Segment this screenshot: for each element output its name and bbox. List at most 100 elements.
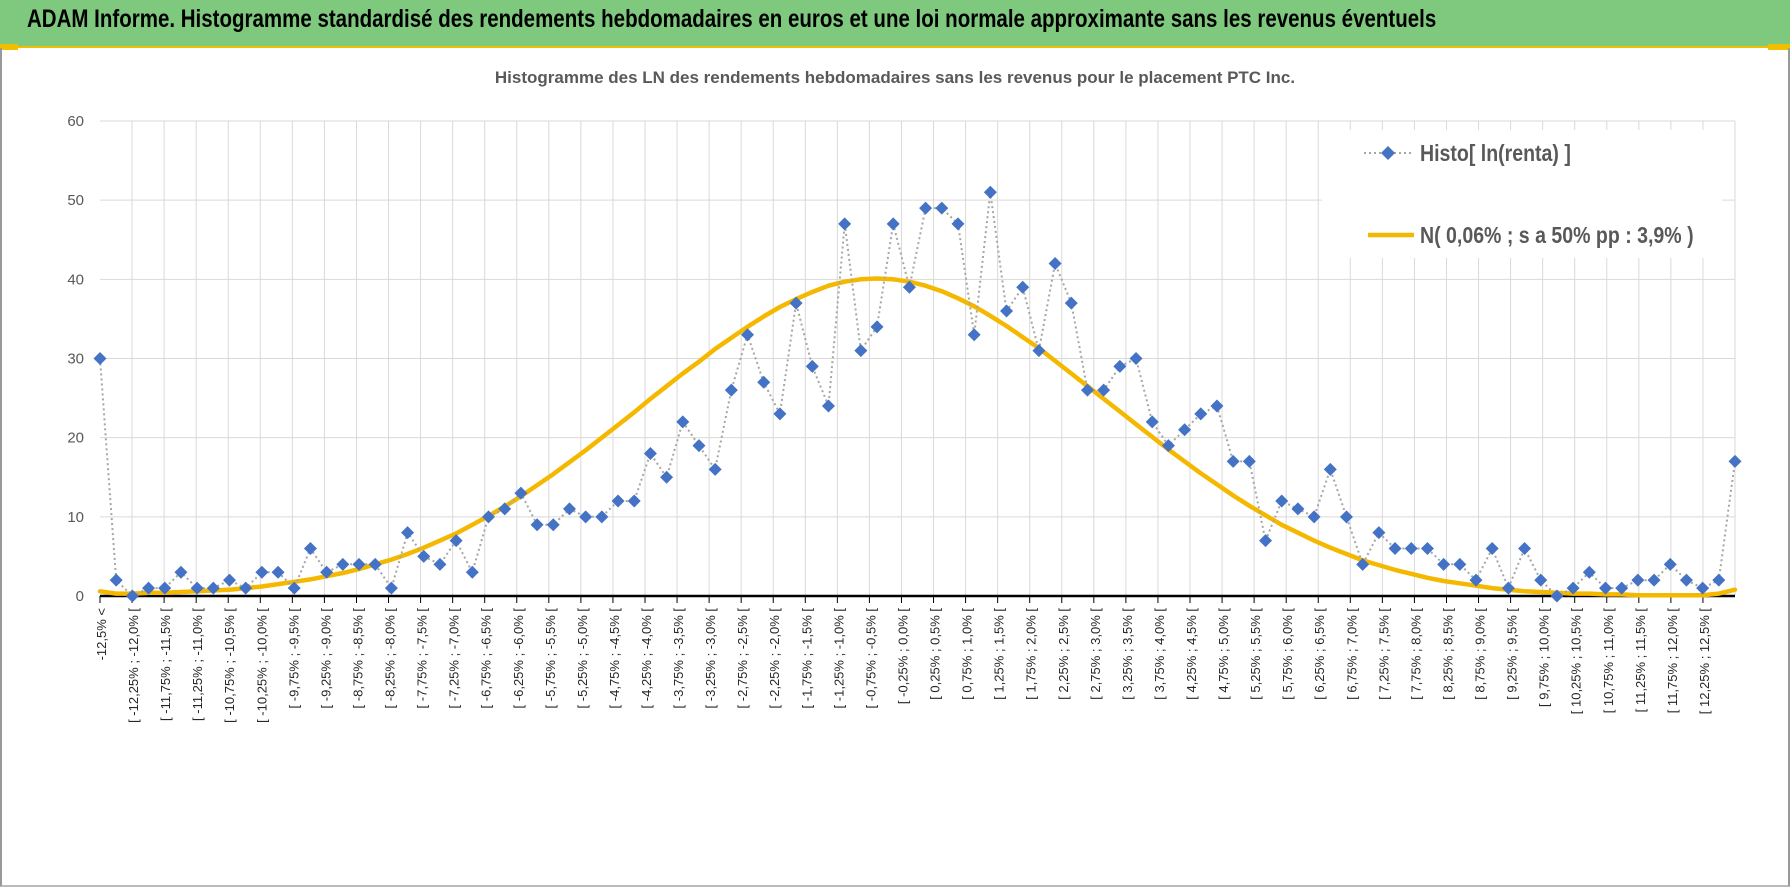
histo-point (886, 217, 900, 231)
histo-point (336, 557, 350, 571)
y-tick-label: 20 (67, 430, 84, 447)
banner-accent-left (0, 44, 18, 50)
x-tick-label: [ -6,25% ; -6,0% [ (511, 608, 526, 709)
histo-point (352, 557, 366, 571)
histo-point (1679, 573, 1693, 587)
x-tick-label: [ -0,75% ; -0,5% [ (863, 608, 878, 709)
x-tick-label: [ 6,25% ; 6,5% [ (1312, 608, 1327, 700)
histo-point (967, 328, 981, 342)
x-tick-label: [ -9,75% ; -9,5% [ (286, 608, 301, 709)
x-tick-label: [ -1,75% ; -1,5% [ (799, 608, 814, 709)
histo-point (1339, 510, 1353, 524)
x-tick-label: [ -11,25% ; -11,0% [ (190, 608, 205, 721)
histo-point (158, 581, 172, 595)
histo-point (579, 510, 593, 524)
x-tick-label: [ 10,75% ; 11,0% [ (1601, 608, 1616, 714)
histo-point (919, 201, 933, 215)
x-tick-label: [ -7,25% ; -7,0% [ (447, 608, 462, 709)
histo-point (676, 415, 690, 429)
y-tick-label: 10 (67, 509, 84, 526)
histo-point (368, 557, 382, 571)
chart-svg: Histogramme des LN des rendements hebdom… (67, 68, 1742, 723)
x-tick-label: [ 5,25% ; 5,5% [ (1248, 608, 1263, 700)
x-tick-label: [ 9,25% ; 9,5% [ (1505, 608, 1520, 700)
histo-point (401, 526, 415, 540)
histo-point (1566, 581, 1580, 595)
histo-point (1696, 581, 1710, 595)
histo-point (1453, 557, 1467, 571)
histo-point (1194, 407, 1208, 421)
chart-title: Histogramme des LN des rendements hebdom… (495, 68, 1295, 87)
histo-point (838, 217, 852, 231)
histo-point (190, 581, 204, 595)
histo-point (239, 581, 253, 595)
y-tick-label: 30 (67, 351, 84, 368)
histo-point (708, 462, 722, 476)
histo-point (611, 494, 625, 508)
x-tick-label: [ -8,75% ; -8,5% [ (350, 608, 365, 709)
histo-point (109, 573, 123, 587)
histo-point (935, 201, 949, 215)
x-tick-label: [ 7,75% ; 8,0% [ (1408, 608, 1423, 700)
x-tick-label: [ 1,75% ; 2,0% [ (1024, 608, 1039, 700)
histo-point (1712, 573, 1726, 587)
x-tick-label: [ -2,25% ; -2,0% [ (767, 608, 782, 709)
x-tick-label: -12,5% < (94, 608, 109, 660)
histo-point (595, 510, 609, 524)
x-tick-label: [ 4,25% ; 4,5% [ (1184, 608, 1199, 700)
histo-point (1016, 280, 1030, 294)
histo-point (1259, 534, 1273, 548)
histo-point (1615, 581, 1629, 595)
histo-point (562, 502, 576, 516)
histo-point (174, 565, 188, 579)
histo-point (125, 589, 139, 603)
histo-point (773, 407, 787, 421)
x-tick-label: [ -5,25% ; -5,0% [ (575, 608, 590, 709)
histo-point (303, 542, 317, 555)
x-tick-label: [ -3,75% ; -3,5% [ (671, 608, 686, 709)
histo-point (1501, 581, 1515, 595)
x-tick-label: [ 0,25% ; 0,5% [ (928, 608, 943, 700)
x-tick-label: [ -11,75% ; -11,5% [ (158, 608, 173, 721)
legend-label-normal: N( 0,06% ; s a 50% pp : 3,9% ) (1420, 223, 1694, 249)
chart-frame: Histogramme des LN des rendements hebdom… (0, 48, 1790, 887)
histo-point (757, 375, 771, 389)
y-tick-label: 50 (67, 192, 84, 209)
histo-point (530, 518, 544, 532)
x-tick-label: [ -3,25% ; -3,0% [ (703, 608, 718, 709)
x-tick-label: [ 8,25% ; 8,5% [ (1440, 608, 1455, 700)
legend-label-histo: Histo[ ln(renta) ] (1420, 141, 1571, 167)
histo-point (1420, 542, 1434, 555)
x-tick-label: [ 12,25% ; 12,5% [ (1697, 608, 1712, 715)
histo-point (1388, 542, 1402, 555)
histo-point (546, 518, 560, 532)
histo-point (854, 344, 868, 358)
x-tick-label: [ 7,25% ; 7,5% [ (1376, 608, 1391, 700)
histo-point (741, 328, 755, 342)
histo-point (1080, 383, 1094, 397)
histo-point (1469, 573, 1483, 587)
histo-point (1161, 439, 1175, 453)
histo-point (805, 359, 819, 373)
histo-point (1372, 526, 1386, 540)
histo-point (1534, 573, 1548, 587)
x-tick-label: [ 4,75% ; 5,0% [ (1216, 608, 1231, 700)
banner-title: ADAM Informe. Histogramme standardisé de… (27, 5, 1437, 33)
x-tick-label: [ -2,75% ; -2,5% [ (735, 608, 750, 709)
histo-point (902, 280, 916, 294)
histo-point (384, 581, 398, 595)
histo-point (287, 581, 301, 595)
legend-histo-marker (1381, 146, 1395, 160)
histo-series-line (99, 192, 1736, 598)
histo-point (1064, 296, 1078, 310)
x-tick-label: [ 9,75% ; 10,0% [ (1537, 608, 1552, 707)
x-tick-label: [ -4,75% ; -4,5% [ (607, 608, 622, 709)
histo-point (271, 565, 285, 579)
x-tick-label: [ -8,25% ; -8,0% [ (383, 608, 398, 709)
histo-point (320, 565, 334, 579)
histo-point (1356, 557, 1370, 571)
histo-point (433, 557, 447, 571)
histo-point (1598, 581, 1612, 595)
histo-point (1518, 542, 1532, 555)
x-tick-label: [ 1,25% ; 1,5% [ (992, 608, 1007, 700)
